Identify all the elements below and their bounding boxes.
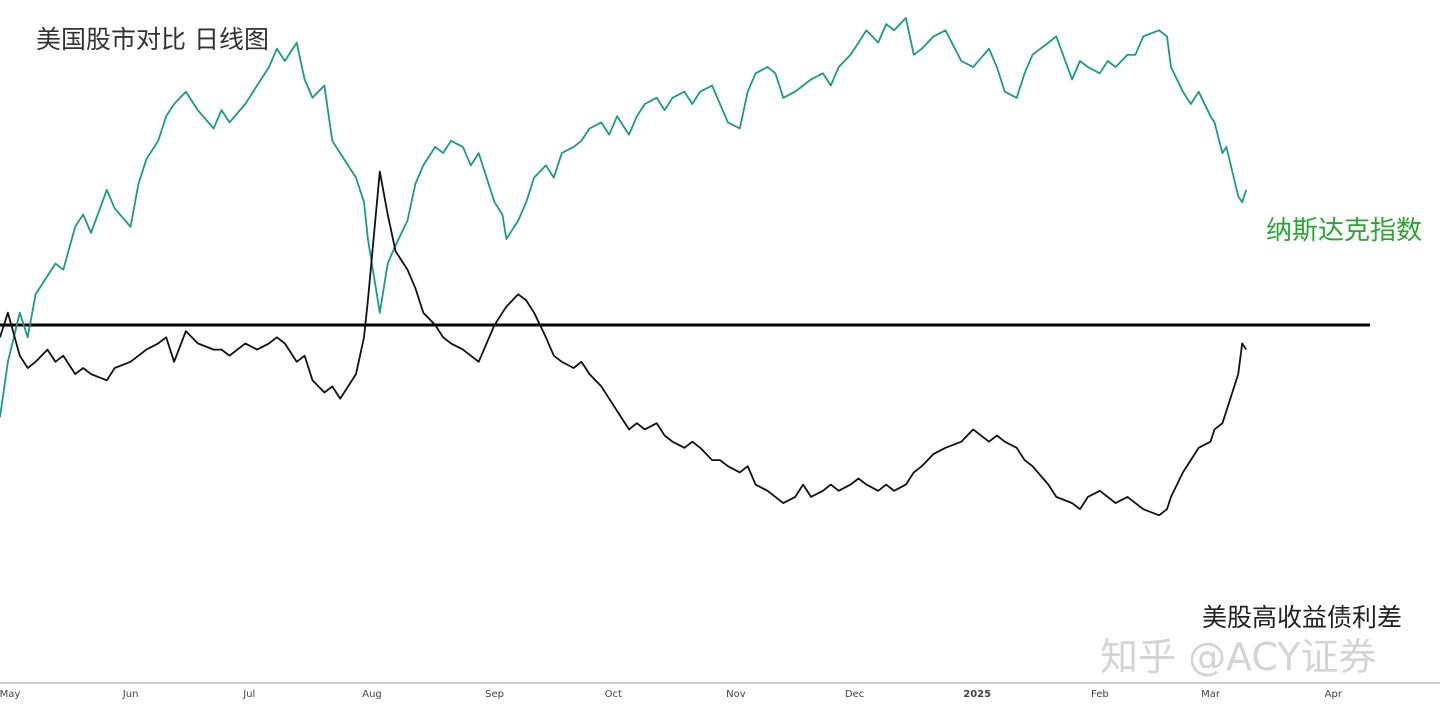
x-tick-label: Jul [242, 689, 255, 700]
high-yield-spread-line [0, 170, 1247, 517]
x-axis-ticks: May Jun Jul Aug Sep Oct Nov Dec 2025 Feb Mar Apr [0, 689, 1343, 700]
x-tick-label: Aug [362, 689, 382, 700]
x-tick-label: Apr [1325, 689, 1343, 700]
x-tick-label: 2025 [963, 689, 991, 700]
x-tick-label: Jun [122, 689, 139, 700]
x-tick-label: Oct [605, 689, 622, 700]
watermark: 知乎 @ACY证券 [1100, 635, 1377, 679]
x-tick-label: Feb [1091, 689, 1109, 700]
x-tick-label: Sep [485, 689, 504, 700]
nasdaq-index-line [0, 17, 1248, 418]
series-label-spread: 美股高收益债利差 [1202, 603, 1403, 632]
chart-title: 美国股市对比 日线图 [36, 25, 269, 54]
x-tick-label: Nov [726, 689, 746, 700]
x-tick-label: Mar [1201, 689, 1221, 700]
x-tick-label: Dec [845, 689, 864, 700]
series-label-nasdaq: 纳斯达克指数 [1266, 216, 1423, 246]
x-tick-label: May [0, 689, 20, 700]
